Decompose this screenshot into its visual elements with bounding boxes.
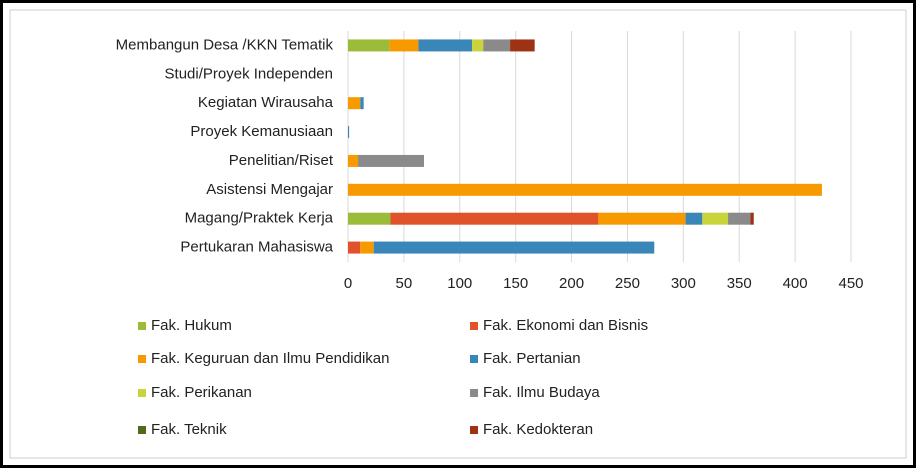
x-tick-label: 350 [727, 275, 752, 292]
x-tick-label: 0 [344, 275, 352, 292]
legend-swatch [138, 322, 146, 330]
legend-label: Fak. Teknik [151, 421, 227, 438]
legend-swatch [470, 389, 478, 397]
legend-label: Fak. Hukum [151, 317, 232, 334]
y-tick-label: Asistensi Mengajar [206, 181, 333, 198]
x-tick-label: 400 [783, 275, 808, 292]
x-tick-label: 450 [838, 275, 863, 292]
bar [390, 212, 599, 225]
bar [348, 183, 822, 196]
legend-swatch [470, 355, 478, 363]
legend-swatch [470, 322, 478, 330]
bar [598, 212, 686, 225]
bar [348, 212, 391, 225]
bar [360, 241, 374, 254]
legend-label: Fak. Keguruan dan Ilmu Pendidikan [151, 350, 389, 367]
y-tick-label: Magang/Praktek Kerja [185, 210, 334, 227]
x-tick-label: 150 [503, 275, 528, 292]
legend-swatch [138, 426, 146, 434]
legend-label: Fak. Pertanian [483, 350, 581, 367]
bar [418, 39, 473, 52]
bar [360, 97, 364, 110]
x-tick-label: 200 [559, 275, 584, 292]
y-tick-label: Kegiatan Wirausaha [198, 94, 334, 111]
y-tick-label: Studi/Proyek Independen [165, 65, 333, 82]
y-tick-label: Membangun Desa /KKN Tematik [116, 36, 334, 53]
y-tick-label: Penelitian/Riset [229, 152, 334, 169]
bar [389, 39, 419, 52]
bar [373, 241, 655, 254]
bar [358, 154, 425, 167]
bar [348, 241, 361, 254]
legend-label: Fak. Ekonomi dan Bisnis [483, 317, 648, 334]
x-tick-label: 50 [396, 275, 413, 292]
y-tick-label: Pertukaran Mahasiswa [180, 239, 333, 256]
bar [348, 97, 361, 110]
legend-label: Fak. Kedokteran [483, 421, 593, 438]
bar [483, 39, 511, 52]
x-tick-label: 100 [447, 275, 472, 292]
chart-border [9, 9, 907, 459]
x-tick-label: 300 [671, 275, 696, 292]
bar [750, 212, 754, 225]
bar [728, 212, 751, 225]
legend-swatch [138, 355, 146, 363]
bar [510, 39, 535, 52]
bar [685, 212, 703, 225]
bar [348, 39, 390, 52]
legend-swatch [138, 389, 146, 397]
legend-swatch [470, 426, 478, 434]
x-tick-label: 250 [615, 275, 640, 292]
legend-label: Fak. Ilmu Budaya [483, 384, 600, 401]
bar [472, 39, 484, 52]
bar [348, 126, 350, 139]
y-tick-label: Proyek Kemanusiaan [190, 123, 333, 140]
bar [702, 212, 729, 225]
legend-label: Fak. Perikanan [151, 384, 252, 401]
bar [348, 154, 359, 167]
